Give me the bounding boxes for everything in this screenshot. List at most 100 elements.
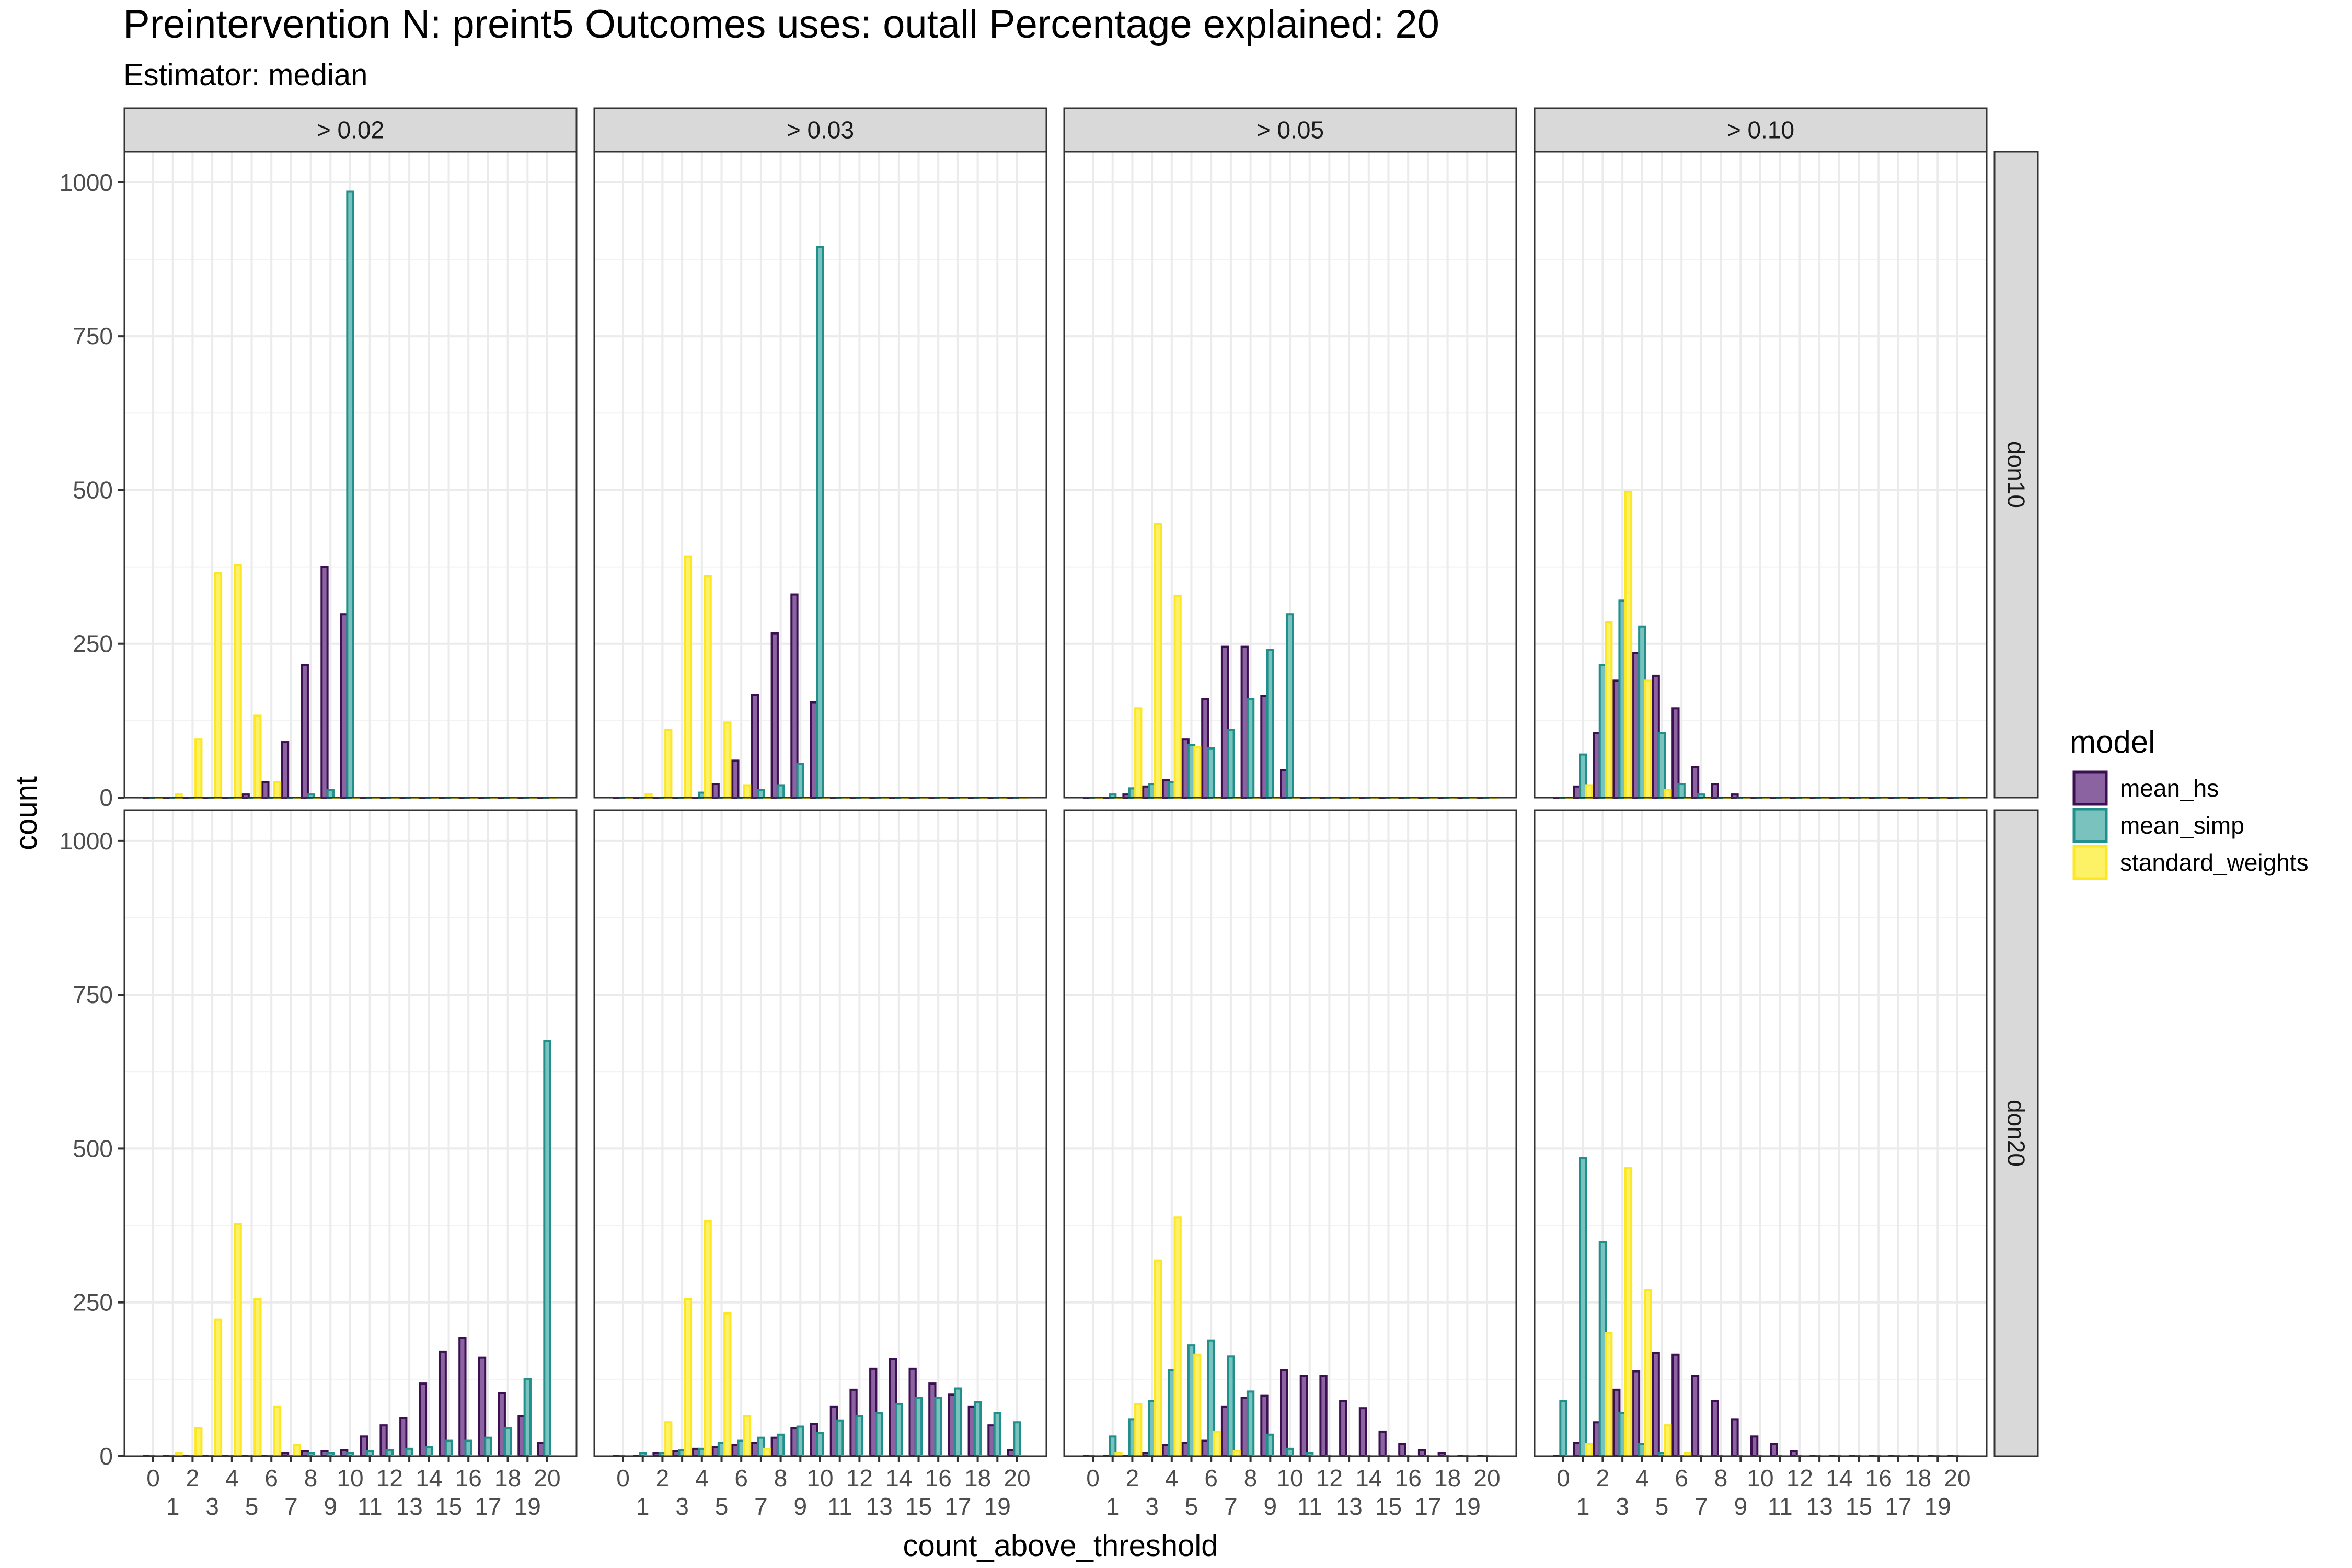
x-tick-label: 1 [1106, 1493, 1120, 1520]
bar-standard_weights [1134, 1402, 1143, 1458]
bar-mean_simp [855, 1415, 864, 1457]
bar-standard_weights [704, 1220, 712, 1458]
bar-mean_simp [1207, 747, 1215, 799]
facet-row-strip: don10 [1993, 151, 2039, 799]
bar-mean_hs [320, 566, 329, 799]
y-tick-label: 0 [99, 1443, 113, 1470]
y-tick-label: 750 [73, 981, 113, 1008]
panel-border [1534, 151, 1988, 799]
bar-standard_weights [1193, 1353, 1202, 1458]
bar-standard_weights [1585, 784, 1593, 799]
x-tick-label: 9 [1734, 1493, 1748, 1520]
bar-standard_weights [1193, 746, 1202, 799]
x-tick-label: 6 [264, 1465, 278, 1492]
x-tick-label: 8 [304, 1465, 318, 1492]
x-tick-label: 11 [827, 1493, 852, 1520]
x-tick-label: 2 [1126, 1465, 1139, 1492]
x-tick-label: 3 [675, 1493, 689, 1520]
y-tick-label: 0 [99, 784, 113, 811]
bar-mean_hs [261, 781, 270, 799]
bar-mean_simp [464, 1439, 472, 1458]
facet-panel [1063, 151, 1517, 799]
x-tick-label: 14 [885, 1465, 912, 1492]
bar-mean_simp [1246, 1390, 1255, 1457]
legend-title: model [2070, 724, 2155, 759]
bar-standard_weights [1605, 1332, 1613, 1458]
x-tick-label: 7 [284, 1493, 298, 1520]
bar-standard_weights [1154, 1259, 1162, 1457]
bar-standard_weights [684, 1298, 693, 1458]
facet-col-strip: > 0.05 [1063, 107, 1517, 153]
bar-mean_simp [543, 1040, 551, 1457]
x-tick-label: 4 [1635, 1465, 1649, 1492]
x-tick-label: 17 [475, 1493, 501, 1520]
bar-mean_simp [954, 1387, 962, 1458]
bar-standard_weights [1644, 679, 1652, 799]
bar-mean_hs [731, 759, 740, 799]
x-tick-label: 11 [358, 1493, 383, 1520]
bar-mean_simp [776, 1433, 785, 1458]
y-tick-label: 1000 [60, 169, 113, 196]
bar-mean_hs [1280, 1369, 1288, 1457]
facet-col-label: > 0.03 [787, 117, 854, 144]
bar-mean_simp [444, 1439, 453, 1458]
x-tick-label: 8 [1714, 1465, 1728, 1492]
bar-standard_weights [1664, 1424, 1672, 1457]
bar-mean_simp [816, 246, 824, 799]
legend: model mean_hs mean_simp standard_weights [2070, 724, 2309, 880]
x-tick-label: 15 [1375, 1493, 1402, 1520]
bar-standard_weights [194, 738, 203, 799]
bar-mean_simp [1246, 698, 1255, 799]
x-tick-label: 19 [514, 1493, 541, 1520]
y-axis-title: count [9, 776, 43, 850]
bar-mean_hs [770, 632, 779, 799]
bar-mean_simp [484, 1436, 492, 1458]
x-tick-label: 0 [1557, 1465, 1570, 1492]
x-tick-label: 10 [1747, 1465, 1773, 1492]
x-tick-label: 13 [866, 1493, 893, 1520]
bar-mean_simp [405, 1447, 413, 1457]
x-tick-label: 5 [715, 1493, 729, 1520]
x-tick-label: 18 [1434, 1465, 1461, 1492]
x-tick-label: 15 [905, 1493, 932, 1520]
bar-mean_simp [934, 1397, 942, 1457]
bar-mean_simp [993, 1412, 1001, 1458]
facet-col-strip: > 0.03 [593, 107, 1047, 153]
bar-standard_weights [194, 1427, 203, 1457]
facet-col-label: > 0.05 [1256, 117, 1324, 144]
panels-layer: > 0.02 > 0.03 > 0.05 > 0.10don10don20025050… [60, 107, 2039, 1520]
x-tick-label: 17 [944, 1493, 971, 1520]
x-tick-label: 16 [925, 1465, 952, 1492]
legend-label: standard_weights [2120, 849, 2309, 876]
bar-standard_weights [1173, 594, 1182, 799]
bar-standard_weights [664, 729, 673, 799]
legend-label: mean_simp [2120, 812, 2244, 839]
bar-mean_hs [1378, 1430, 1387, 1458]
x-tick-label: 4 [1165, 1465, 1179, 1492]
x-tick-label: 10 [337, 1465, 363, 1492]
x-tick-label: 20 [1004, 1465, 1030, 1492]
bar-standard_weights [1624, 1167, 1633, 1457]
bar-mean_simp [796, 763, 804, 799]
legend-key-mean_hs [2072, 770, 2108, 806]
legend-key-mean_simp [2072, 808, 2108, 843]
x-tick-label: 9 [794, 1493, 808, 1520]
x-tick-label: 0 [616, 1465, 630, 1492]
facet-panel [1534, 151, 1988, 799]
bar-mean_hs [711, 783, 720, 799]
x-tick-label: 3 [1616, 1493, 1629, 1520]
x-tick-label: 20 [534, 1465, 560, 1492]
bar-mean_simp [1657, 732, 1666, 799]
x-tick-label: 1 [1576, 1493, 1590, 1520]
bar-mean_simp [1559, 1400, 1567, 1457]
bar-standard_weights [743, 1415, 752, 1457]
bar-standard_weights [234, 1223, 242, 1458]
bar-mean_simp [326, 789, 335, 799]
bar-mean_hs [1731, 1418, 1739, 1457]
x-tick-label: 2 [186, 1465, 200, 1492]
bar-standard_weights [1585, 1443, 1593, 1457]
x-tick-label: 14 [1355, 1465, 1382, 1492]
x-tick-label: 5 [1655, 1493, 1669, 1520]
facet-col-strip: > 0.10 [1534, 107, 1988, 153]
bar-mean_hs [1691, 1375, 1700, 1457]
